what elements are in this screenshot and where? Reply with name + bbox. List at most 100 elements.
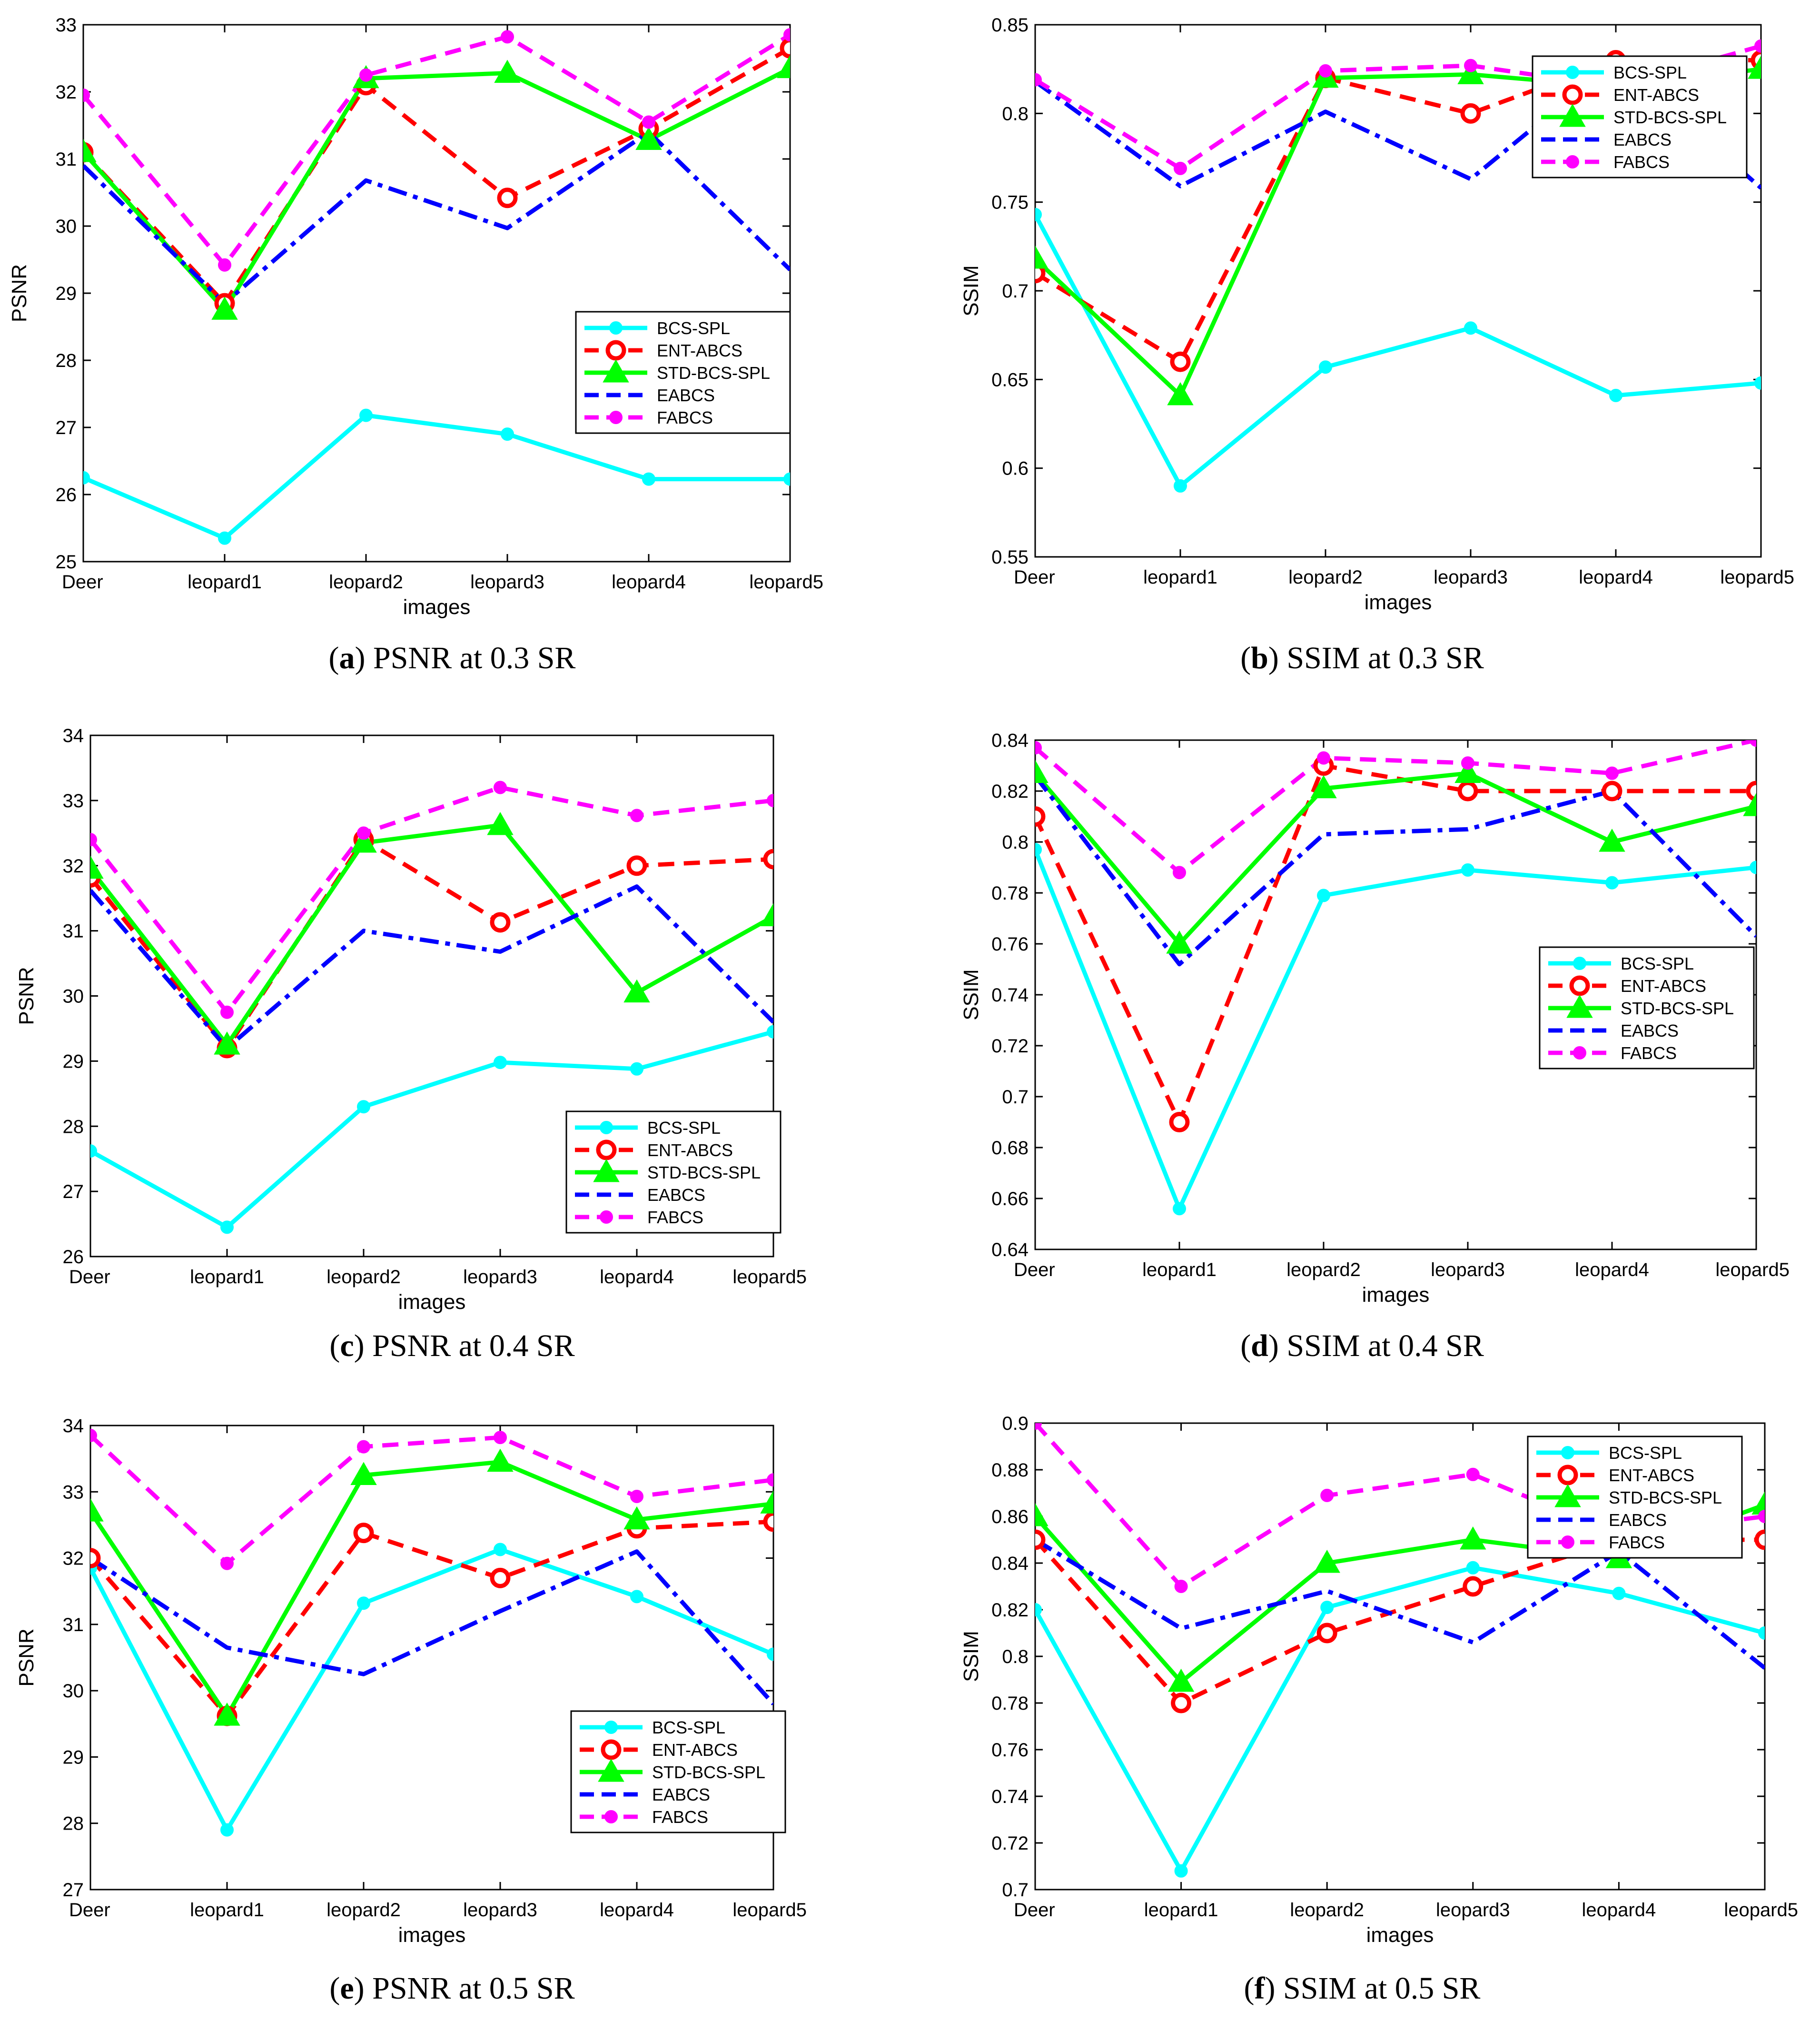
point-BCS-SPL-leopard1: [1174, 1864, 1188, 1878]
point-BCS-SPL-leopard3: [1461, 863, 1474, 877]
x-tick-label-leopard3: leopard3: [470, 572, 544, 593]
point-FABCS-Deer: [1035, 73, 1042, 87]
legend: BCS-SPL ENT-ABCS STD-BCS-SPL EABCS FABCS: [575, 311, 791, 434]
y-axis-label: PSNR: [15, 1628, 38, 1686]
legend-label-EABCS: EABCS: [1609, 1510, 1667, 1530]
y-tick-label: 29: [56, 283, 77, 304]
y-tick-label: 30: [63, 1681, 84, 1702]
point-ENT-ABCS-leopard3: [1463, 1576, 1484, 1597]
legend-label-ENT-ABCS: ENT-ABCS: [1621, 976, 1706, 996]
chart-6: 0.7 0.72 0.74 0.76 0.78 0.8 0.82 0.84 0.86 0.88 0.…: [959, 1413, 1798, 1947]
x-tick-label-leopard2: leopard2: [326, 1267, 401, 1287]
y-tick-label: 33: [63, 1482, 84, 1503]
point-ENT-ABCS-leopard5: [1754, 1529, 1765, 1550]
caption-e: (e) PSNR at 0.5 SR: [329, 1971, 575, 2006]
point-BCS-SPL-leopard3: [1464, 321, 1477, 335]
x-tick-label-leopard2: leopard2: [1286, 1259, 1361, 1280]
point-ENT-ABCS-leopard1: [1171, 1693, 1192, 1713]
point-STD-BCS-SPL-leopard3: [1454, 760, 1481, 783]
legend-marker-ENT-ABCS: [1557, 1465, 1578, 1485]
x-tick-label-Deer: Deer: [62, 572, 103, 593]
point-BCS-SPL-leopard4: [1612, 1586, 1626, 1600]
point-BCS-SPL-leopard5: [1754, 376, 1761, 390]
point-STD-BCS-SPL-Deer: [83, 139, 97, 162]
y-tick-label: 0.8: [1002, 1646, 1029, 1667]
legend-label-FABCS: FABCS: [1609, 1533, 1665, 1552]
legend: BCS-SPL ENT-ABCS STD-BCS-SPL EABCS FABCS: [570, 1710, 786, 1833]
point-FABCS-leopard4: [630, 809, 643, 822]
x-tick-label-leopard1: leopard1: [190, 1900, 264, 1921]
point-STD-BCS-SPL-leopard3: [1457, 61, 1484, 84]
legend-label-ENT-ABCS: ENT-ABCS: [1613, 85, 1699, 105]
point-BCS-SPL-leopard4: [1605, 876, 1619, 890]
legend-marker-FABCS: [600, 1210, 613, 1224]
y-tick-label: 32: [63, 856, 84, 877]
legend-label-BCS-SPL: BCS-SPL: [647, 1118, 721, 1138]
x-tick-label-leopard1: leopard1: [1144, 1900, 1218, 1921]
x-tick-label-leopard2: leopard2: [1288, 567, 1363, 588]
legend-label-EABCS: EABCS: [652, 1785, 710, 1804]
legend-marker-BCS-SPL: [604, 1721, 618, 1734]
series-line-BCS-SPL: [90, 1547, 773, 1832]
legend-label-STD-BCS-SPL: STD-BCS-SPL: [1621, 999, 1734, 1018]
point-BCS-SPL-Deer: [1035, 1603, 1042, 1616]
point-STD-BCS-SPL-leopard3: [494, 59, 521, 83]
y-tick-label: 0.55: [991, 547, 1029, 568]
legend-label-STD-BCS-SPL: STD-BCS-SPL: [657, 363, 770, 383]
series-line-FABCS: [90, 1434, 773, 1566]
point-FABCS-Deer: [83, 89, 90, 102]
legend-marker-ENT-ABCS: [601, 1739, 622, 1760]
y-tick-label: 28: [63, 1813, 84, 1834]
point-ENT-ABCS-leopard1: [1170, 351, 1191, 372]
point-STD-BCS-SPL-leopard3: [487, 812, 514, 835]
point-BCS-SPL-leopard5: [767, 1025, 773, 1039]
point-BCS-SPL-Deer: [1035, 208, 1042, 221]
y-tick-label: 0.66: [991, 1188, 1029, 1209]
legend-label-EABCS: EABCS: [1613, 130, 1672, 149]
point-BCS-SPL-leopard3: [501, 427, 514, 441]
point-BCS-SPL-leopard3: [1466, 1561, 1480, 1574]
series-line-ENT-ABCS: [1035, 763, 1756, 1124]
point-FABCS-leopard1: [1174, 161, 1187, 175]
point-BCS-SPL-leopard2: [1320, 1601, 1334, 1614]
point-ENT-ABCS-Deer: [1035, 1529, 1046, 1550]
series-line-EABCS: [90, 884, 773, 1050]
point-ENT-ABCS-leopard3: [497, 188, 518, 208]
caption-f: (f) SSIM at 0.5 SR: [1244, 1971, 1481, 2006]
legend-marker-ENT-ABCS: [605, 340, 626, 361]
point-STD-BCS-SPL-leopard1: [211, 297, 238, 320]
y-tick-label: 0.8: [1002, 832, 1029, 853]
x-tick-label-leopard3: leopard3: [1431, 1259, 1505, 1280]
point-STD-BCS-SPL-Deer: [90, 1498, 104, 1522]
point-FABCS-leopard2: [359, 68, 373, 82]
y-tick-label: 0.76: [991, 934, 1029, 955]
series-line-STD-BCS-SPL: [1035, 771, 1756, 946]
series-line-FABCS: [90, 785, 773, 1015]
point-FABCS-leopard3: [1461, 756, 1474, 770]
y-tick-label: 0.64: [991, 1239, 1029, 1260]
legend-marker-STD-BCS-SPL: [1559, 103, 1586, 127]
series-line-FABCS: [1035, 44, 1761, 171]
x-tick-label-leopard4: leopard4: [600, 1267, 674, 1287]
series-line-ENT-ABCS: [1035, 1537, 1765, 1705]
x-tick-label-leopard4: leopard4: [1582, 1900, 1656, 1921]
point-FABCS-leopard5: [1750, 740, 1756, 747]
y-tick-label: 0.86: [991, 1506, 1029, 1527]
x-tick-label-leopard5: leopard5: [1715, 1259, 1790, 1280]
point-STD-BCS-SPL-leopard4: [1599, 828, 1625, 852]
point-FABCS-leopard1: [1173, 866, 1186, 880]
point-BCS-SPL-leopard3: [494, 1543, 507, 1556]
point-FABCS-leopard2: [357, 826, 370, 840]
series-line-BCS-SPL: [1035, 1565, 1765, 1873]
point-FABCS-leopard5: [1758, 1510, 1765, 1523]
series-line-STD-BCS-SPL: [90, 823, 773, 1047]
legend-label-BCS-SPL: BCS-SPL: [1621, 954, 1694, 973]
y-tick-label: 29: [63, 1747, 84, 1768]
x-axis-label: images: [398, 1923, 466, 1947]
point-ENT-ABCS-leopard4: [1602, 781, 1622, 802]
legend: BCS-SPL ENT-ABCS STD-BCS-SPL EABCS FABCS: [1532, 55, 1748, 178]
y-tick-label: 33: [63, 791, 84, 812]
x-axis-label: images: [1366, 1923, 1434, 1947]
legend-marker-FABCS: [1561, 1535, 1574, 1549]
y-tick-label: 0.74: [991, 985, 1029, 1006]
